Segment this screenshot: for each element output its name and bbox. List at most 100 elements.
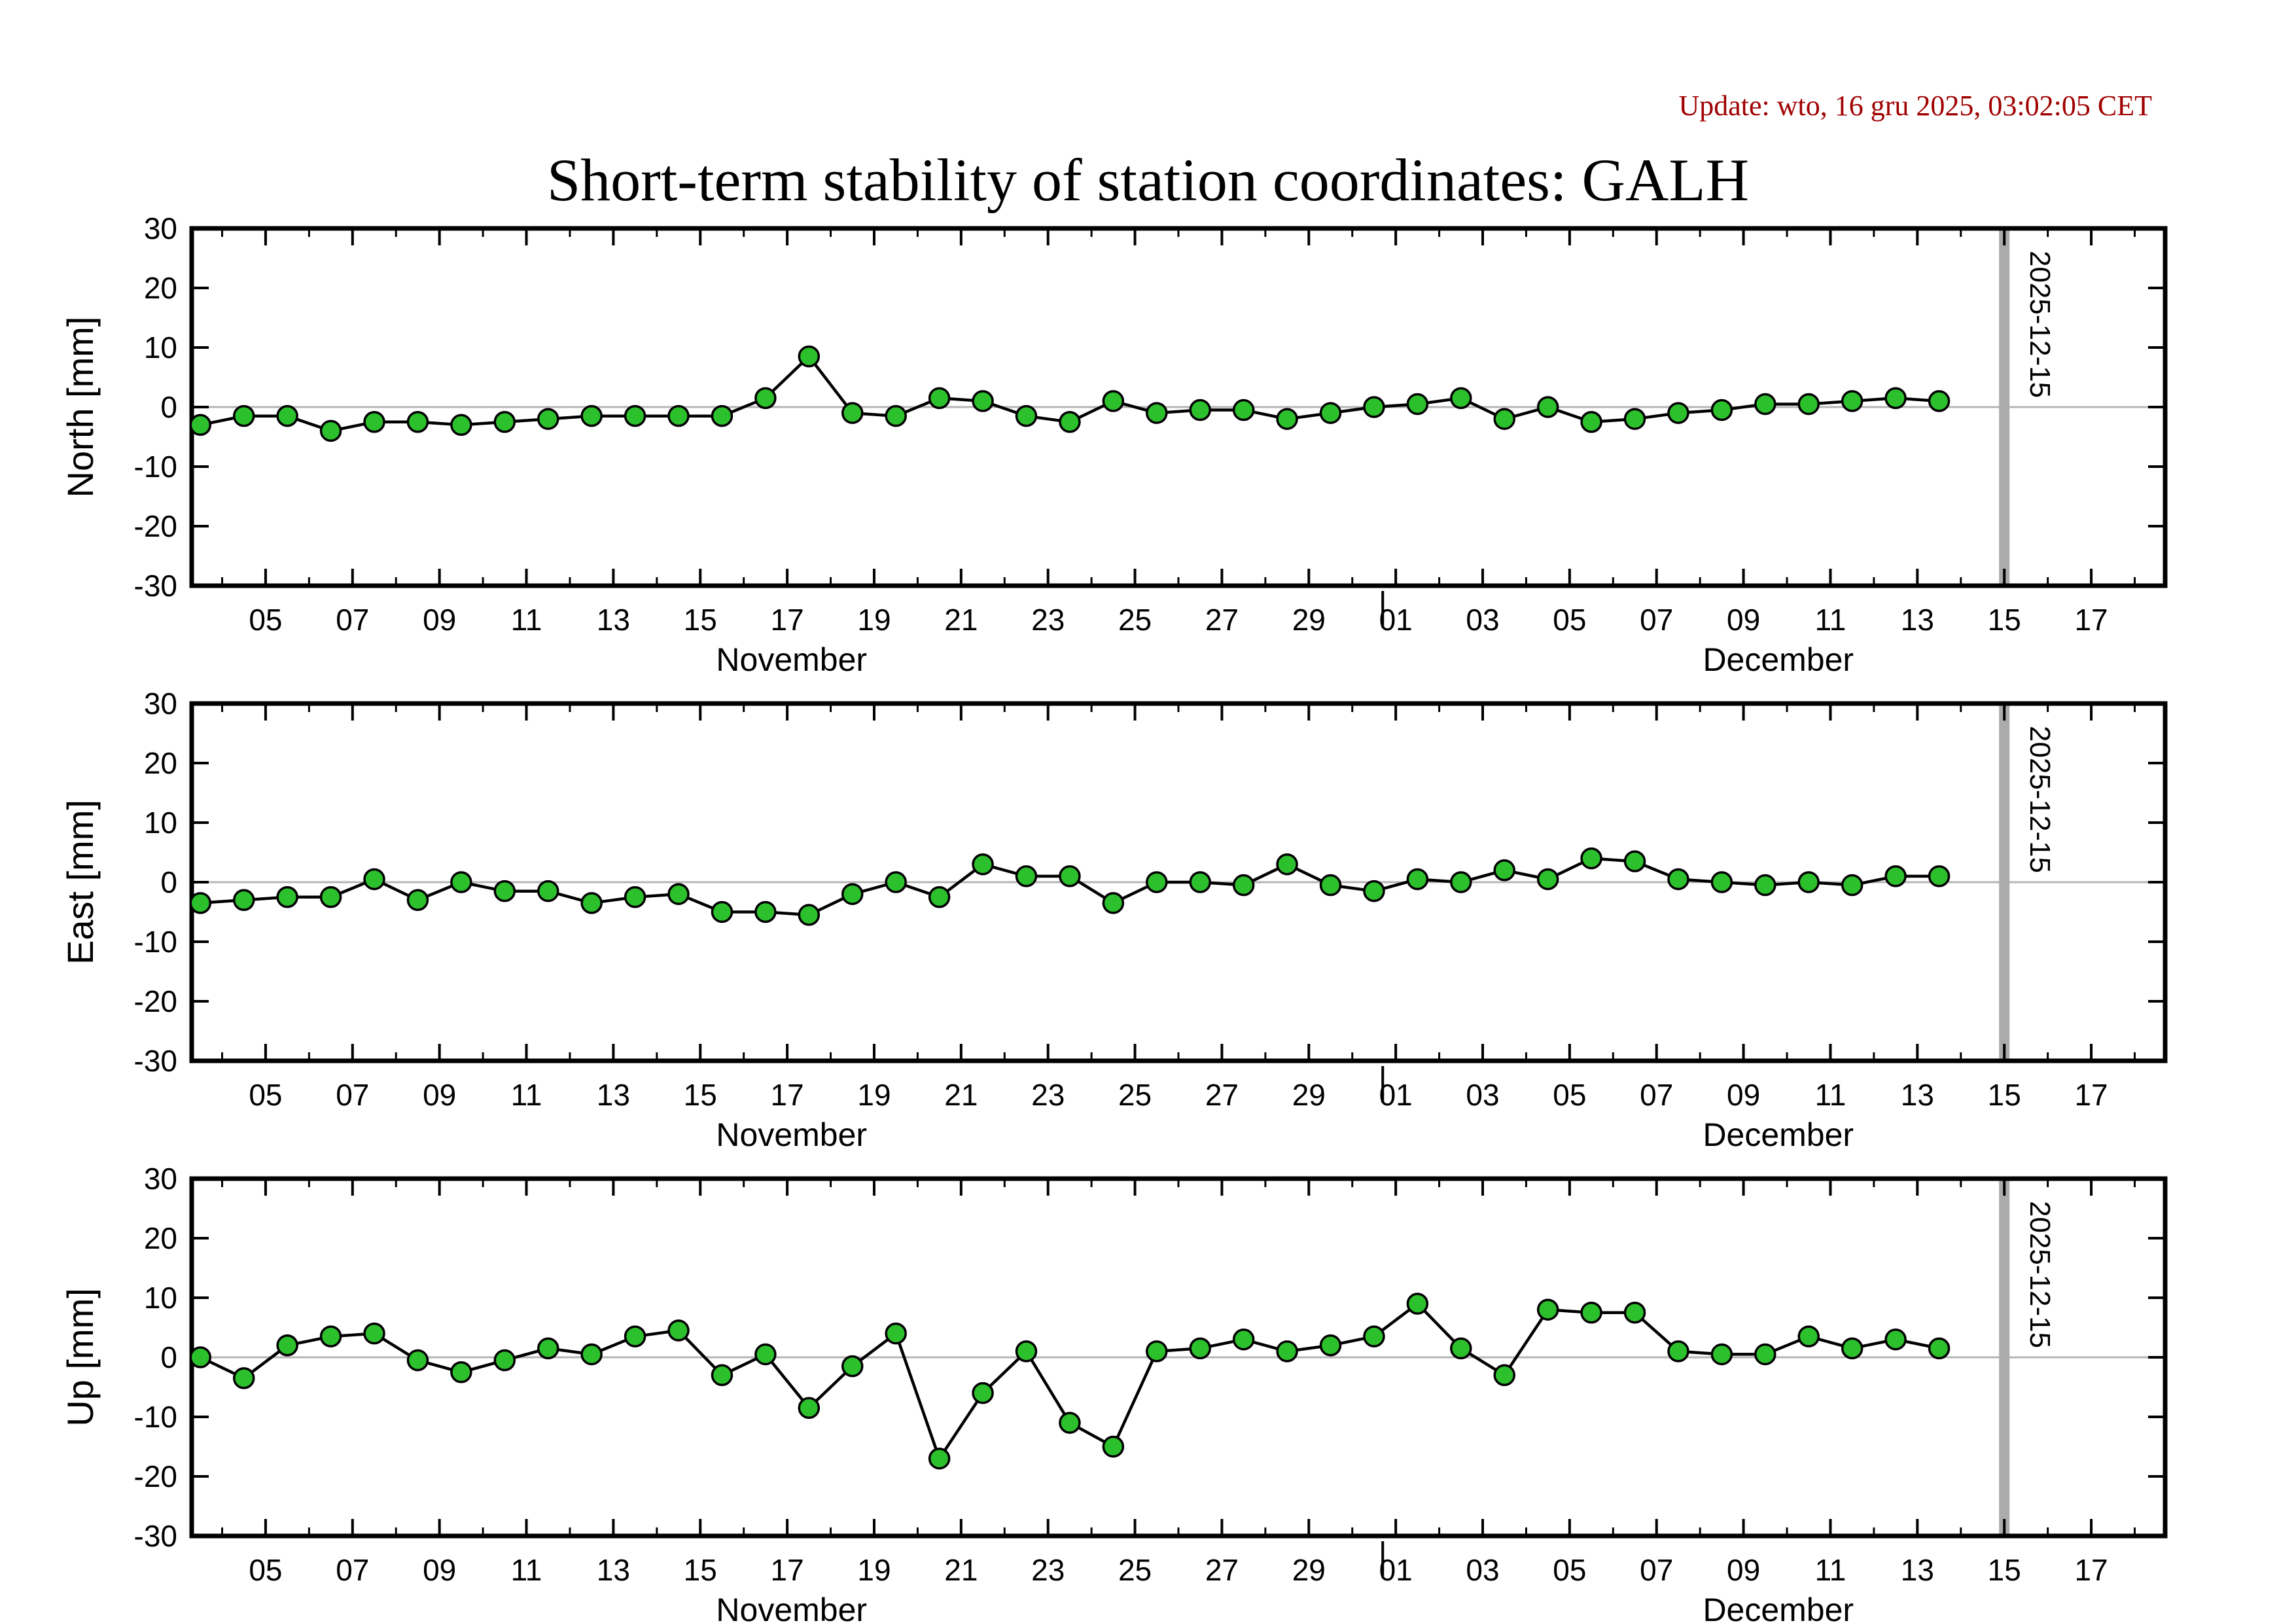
data-point xyxy=(1667,402,1689,424)
data-point xyxy=(1319,402,1342,424)
data-point xyxy=(276,404,298,427)
data-point xyxy=(972,390,994,412)
event-date-bar xyxy=(1999,1181,2010,1534)
y-axis-title: East [mm] xyxy=(60,800,101,965)
x-tick-label: 27 xyxy=(1205,1078,1239,1112)
x-tick-label: 17 xyxy=(2074,1078,2108,1112)
panel-frame xyxy=(189,701,2168,1063)
page-title: Short-term stability of station coordina… xyxy=(546,147,1750,213)
x-tick-label: 13 xyxy=(597,1553,630,1587)
x-tick-label: 11 xyxy=(511,1078,542,1112)
data-point xyxy=(493,880,516,902)
y-axis-title: Up [mm] xyxy=(60,1288,101,1427)
data-point xyxy=(1146,871,1168,893)
data-point xyxy=(232,404,255,427)
y-tick-label: 0 xyxy=(160,390,177,424)
data-point xyxy=(1450,1337,1472,1360)
data-point xyxy=(189,414,212,437)
data-point xyxy=(493,1349,516,1372)
data-point xyxy=(972,1382,994,1404)
x-tick-label: 05 xyxy=(1553,603,1586,637)
data-point xyxy=(1102,1435,1125,1458)
x-tick-label: 13 xyxy=(1901,603,1934,637)
x-tick-label: 05 xyxy=(249,1078,282,1112)
x-tick-label: 05 xyxy=(249,1553,282,1587)
data-point xyxy=(537,408,559,430)
data-point xyxy=(885,871,907,893)
y-tick-label: -10 xyxy=(134,450,177,484)
data-point xyxy=(1189,871,1211,893)
data-point xyxy=(1406,868,1429,891)
y-tick-label: 20 xyxy=(144,746,177,780)
x-tick-label: 07 xyxy=(1640,603,1673,637)
data-point xyxy=(232,1367,255,1389)
event-date-label: 2025-12-15 xyxy=(2024,726,2056,873)
data-point xyxy=(1754,393,1776,416)
panel-north: 05 07 09 11 13 15 17 19 21 23 25 27 29 01 03 05 07 09 11 13… xyxy=(60,211,2168,678)
data-point xyxy=(667,1319,690,1342)
data-point xyxy=(1536,1298,1559,1321)
data-point xyxy=(1754,874,1776,897)
y-tick-label: 30 xyxy=(144,687,177,721)
y-axis-title: North [mm] xyxy=(60,317,101,498)
data-point xyxy=(1059,411,1081,433)
data-point xyxy=(189,1346,212,1368)
x-tick-label: 21 xyxy=(944,603,978,637)
x-tick-label: 13 xyxy=(1901,1078,1934,1112)
x-tick-label: 09 xyxy=(1727,1553,1760,1587)
data-point xyxy=(1493,1364,1515,1387)
data-point xyxy=(1710,399,1733,421)
data-point xyxy=(928,387,951,410)
data-point xyxy=(798,1397,821,1419)
data-point xyxy=(928,886,951,908)
data-point xyxy=(754,901,777,923)
x-tick-label: 15 xyxy=(684,1078,717,1112)
x-tick-label: 13 xyxy=(1901,1553,1934,1587)
data-point xyxy=(1102,892,1125,914)
x-tick-label: 07 xyxy=(1640,1553,1673,1587)
x-tick-label: 15 xyxy=(684,603,717,637)
y-tick-label: 0 xyxy=(160,1340,177,1374)
x-tick-label: 29 xyxy=(1292,1078,1326,1112)
data-point xyxy=(1406,393,1429,416)
x-tick-label: 11 xyxy=(1815,603,1846,637)
x-tick-label: 09 xyxy=(1727,603,1760,637)
data-point xyxy=(1059,865,1081,887)
data-point xyxy=(1059,1412,1081,1434)
data-point xyxy=(319,1325,342,1347)
y-tick-label: -20 xyxy=(134,1459,177,1493)
y-tick-label: 20 xyxy=(144,1221,177,1255)
x-tick-label: 05 xyxy=(249,603,282,637)
data-point xyxy=(537,1337,559,1360)
data-point xyxy=(319,886,342,908)
month-label: December xyxy=(1703,1592,1854,1623)
panel-frame xyxy=(189,226,2168,588)
x-tick-label: 09 xyxy=(423,1078,456,1112)
month-label: December xyxy=(1703,1116,1854,1153)
data-point xyxy=(1015,865,1038,887)
data-point xyxy=(1363,1325,1385,1347)
x-tick-label: 07 xyxy=(336,1553,369,1587)
y-tick-label: 30 xyxy=(144,1162,177,1196)
y-tick-label: -20 xyxy=(134,509,177,543)
data-point xyxy=(1232,399,1255,421)
data-point xyxy=(450,1361,472,1383)
data-point xyxy=(1319,874,1342,897)
data-point xyxy=(711,901,733,923)
data-point xyxy=(1276,408,1298,430)
month-label: November xyxy=(716,1592,867,1623)
month-label: November xyxy=(716,641,867,678)
data-point xyxy=(711,404,733,427)
update-timestamp: Update: wto, 16 gru 2025, 03:02:05 CET xyxy=(1678,90,2153,122)
data-point xyxy=(406,411,429,433)
x-tick-label: 19 xyxy=(857,1078,891,1112)
data-point xyxy=(1232,874,1255,897)
data-point xyxy=(189,892,212,914)
x-tick-label: 27 xyxy=(1205,603,1239,637)
x-tick-label: 17 xyxy=(2074,1553,2108,1587)
x-tick-label: 19 xyxy=(857,603,891,637)
data-point xyxy=(1928,865,1951,887)
data-point xyxy=(1146,1340,1168,1363)
data-point xyxy=(1493,859,1515,882)
y-tick-label: -30 xyxy=(134,1044,177,1078)
